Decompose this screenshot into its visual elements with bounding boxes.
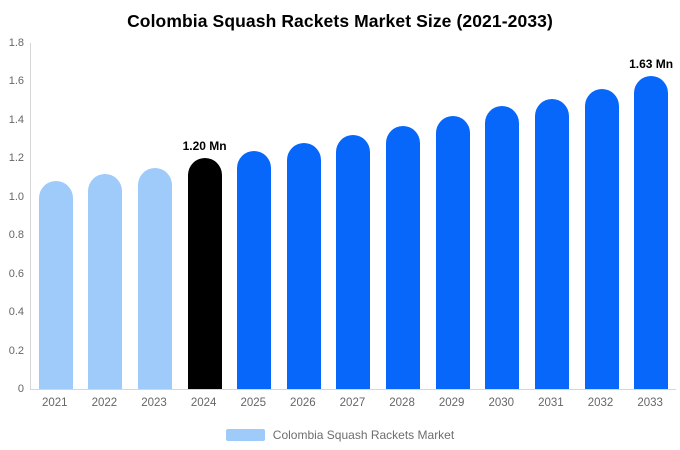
y-tick-label: 0.4 xyxy=(8,306,24,319)
bar-2022 xyxy=(88,173,123,389)
y-tick-label: 1.6 xyxy=(8,75,24,88)
bar-value-label-2024: 1.20 Mn xyxy=(182,139,227,154)
bar-slot xyxy=(229,43,279,389)
x-tick-label: 2027 xyxy=(339,397,366,409)
y-axis-labels: 0 0.2 0.4 0.6 0.8 1.0 1.2 1.4 1.6 1.8 xyxy=(0,37,24,395)
bar-2029 xyxy=(435,116,470,389)
x-tick-label: 2025 xyxy=(240,397,267,409)
x-tick-label: 2022 xyxy=(91,397,118,409)
x-tick-label: 2023 xyxy=(141,397,167,409)
bar-slot xyxy=(428,43,478,389)
y-tick-label: 1.4 xyxy=(8,113,24,126)
y-tick-label: 0 xyxy=(17,383,24,395)
y-tick-label: 0.2 xyxy=(8,344,24,357)
bar-2027 xyxy=(336,135,371,389)
x-tick-label: 2024 xyxy=(190,397,217,409)
x-tick-label: 2028 xyxy=(389,397,415,409)
y-tick-label: 0.6 xyxy=(8,267,24,280)
chart-title: Colombia Squash Rackets Market Size (202… xyxy=(127,11,553,31)
bar-value-label-2033: 1.63 Mn xyxy=(629,56,674,71)
legend: Colombia Squash Rackets Market xyxy=(0,428,680,442)
bar-2024: 1.20 Mn xyxy=(183,139,227,389)
x-tick-label: 2032 xyxy=(587,397,614,409)
legend-swatch-icon xyxy=(225,429,265,441)
bar-2023 xyxy=(138,167,173,389)
bar-slot xyxy=(130,43,180,389)
y-tick-label: 1.2 xyxy=(8,152,24,165)
bar-slot: 1.63 Mn xyxy=(626,43,676,389)
bar-2026 xyxy=(286,142,321,389)
bar-2032 xyxy=(584,89,619,389)
bar-slot: 1.20 Mn xyxy=(180,43,230,389)
plot-area: 1.20 Mn 1.63 Mn xyxy=(30,43,676,390)
x-tick-label: 2026 xyxy=(290,397,316,409)
y-tick-label: 1.0 xyxy=(8,190,24,203)
bar-slot xyxy=(31,43,81,389)
bar-2021 xyxy=(38,181,73,389)
bar-2031 xyxy=(534,98,569,389)
y-tick-label: 0.8 xyxy=(8,229,24,242)
x-tick-label: 2029 xyxy=(438,397,465,409)
bar-2028 xyxy=(386,125,421,389)
bar-2033: 1.63 Mn xyxy=(629,57,673,389)
legend-label: Colombia Squash Rackets Market xyxy=(272,428,455,442)
bar-slot xyxy=(577,43,627,389)
x-tick-label: 2030 xyxy=(488,397,515,409)
bar-slot xyxy=(378,43,428,389)
y-tick-label: 1.8 xyxy=(8,37,24,49)
x-tick-label: 2021 xyxy=(42,397,68,409)
x-axis-labels: 2021 2022 2023 2024 2025 2026 2027 2028 2029 2030… xyxy=(30,397,675,409)
bar-2030 xyxy=(485,106,520,389)
bar-slot xyxy=(279,43,329,389)
x-tick-label: 2031 xyxy=(538,397,564,409)
bars-row: 1.20 Mn 1.63 Mn xyxy=(31,43,676,389)
bar-2025 xyxy=(237,150,272,389)
bar-slot xyxy=(81,43,131,389)
bar-slot xyxy=(477,43,527,389)
bar-slot xyxy=(527,43,577,389)
x-tick-label: 2033 xyxy=(637,397,663,409)
bar-slot xyxy=(329,43,379,389)
